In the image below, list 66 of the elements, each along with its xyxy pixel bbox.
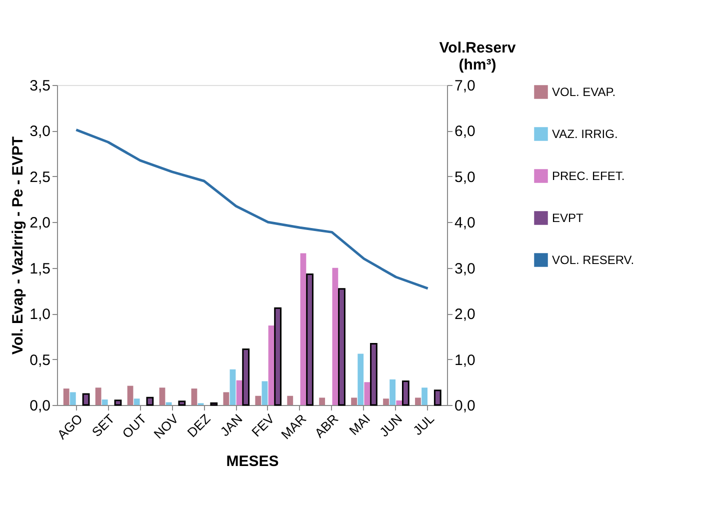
- y-tick-label: 3,5: [30, 78, 50, 94]
- bar: [159, 388, 166, 405]
- x-tick-label: JUL: [410, 411, 438, 438]
- y-axis-title: Vol. Evap - VazIrrig - Pe - EVPT: [10, 136, 27, 355]
- line-series: [74, 128, 430, 290]
- bar: [422, 388, 428, 405]
- x-axis-title: MESES: [226, 453, 279, 470]
- bar: [63, 388, 70, 405]
- bar: [306, 274, 314, 406]
- bar: [338, 288, 346, 406]
- bar: [300, 253, 306, 405]
- legend-label: VAZ. IRRIG.: [552, 127, 618, 141]
- y2-tick-label: 0,0: [454, 398, 476, 414]
- y2-tick-label: 1,0: [454, 352, 476, 369]
- y-tick-label: 1,0: [30, 306, 50, 324]
- bar: [358, 354, 364, 405]
- bar: [332, 268, 338, 405]
- y-tick-label: 0,0: [30, 398, 50, 414]
- bar: [287, 396, 294, 405]
- y-tick-label: 2,5: [30, 168, 50, 186]
- bar: [370, 342, 378, 406]
- y-tick-label: 0,5: [30, 352, 50, 369]
- bar: [319, 398, 326, 405]
- bar: [390, 379, 396, 405]
- y2-tick-label: 2,0: [454, 306, 476, 324]
- bar: [268, 325, 274, 405]
- legend-label: VOL. EVAP.: [552, 85, 616, 99]
- bar: [230, 369, 236, 405]
- y-tick-label: 2,0: [30, 214, 50, 232]
- bar: [262, 381, 268, 405]
- x-tick-label: JAN: [217, 411, 246, 440]
- x-tick-label: MAI: [346, 411, 374, 438]
- bar: [102, 400, 108, 405]
- y2-axis-title: Vol.Reserv (hm³): [439, 40, 516, 74]
- bar: [383, 398, 389, 405]
- bar: [82, 393, 90, 406]
- bar: [274, 307, 282, 406]
- bar: [178, 400, 186, 406]
- bar: [396, 400, 402, 405]
- bar: [242, 348, 250, 406]
- bar: [127, 386, 134, 405]
- bar: [351, 398, 357, 405]
- y2-tick-label: 6,0: [454, 123, 476, 140]
- y-tick-label: 1,5: [30, 260, 50, 278]
- legend-label: VOL. RESERV.: [552, 253, 634, 267]
- y2-tick-label: 7,0: [454, 78, 476, 94]
- bar: [166, 402, 172, 405]
- y2-tick-label: 5,0: [454, 168, 476, 186]
- bar: [223, 392, 230, 405]
- legend-label: PREC. EFET.: [552, 169, 625, 183]
- bar: [114, 400, 122, 406]
- y-tick-label: 3,0: [30, 123, 50, 140]
- bar: [191, 388, 198, 405]
- bar: [364, 382, 370, 405]
- bar: [146, 396, 154, 406]
- bar: [70, 392, 76, 405]
- bar: [95, 388, 102, 405]
- bar: [255, 396, 262, 405]
- y2-tick-label: 4,0: [454, 214, 476, 232]
- bar: [434, 390, 442, 406]
- bar: [415, 398, 421, 405]
- bar: [134, 398, 140, 405]
- bar: [402, 380, 410, 406]
- bar: [236, 380, 242, 405]
- y2-tick-label: 3,0: [454, 260, 476, 278]
- legend-label: EVPT: [552, 211, 584, 225]
